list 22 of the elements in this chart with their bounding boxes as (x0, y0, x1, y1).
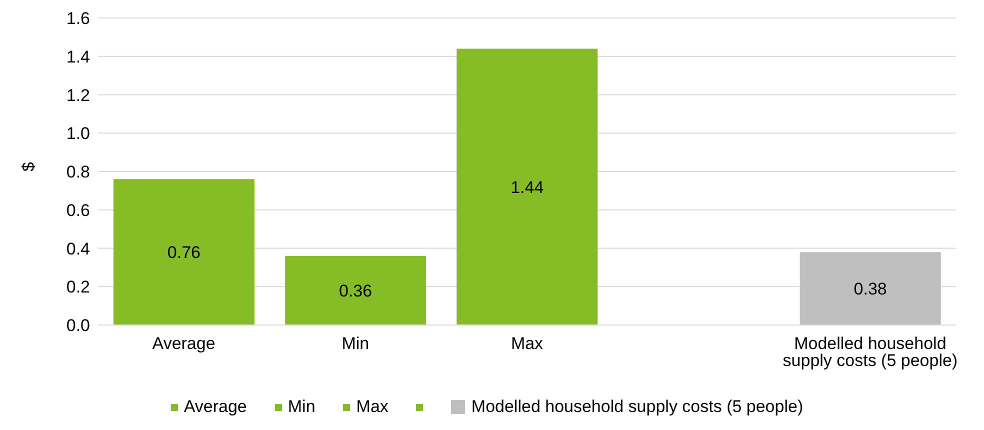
y-tick-label: 1.0 (66, 124, 90, 144)
legend-label: Modelled household supply costs (5 people) (471, 397, 804, 417)
data-label: 1.44 (510, 178, 544, 197)
y-tick-label: 1.6 (66, 9, 90, 28)
x-tick-label: Min (342, 334, 370, 354)
y-tick-label: 0.2 (66, 278, 90, 297)
data-label: 0.38 (854, 280, 887, 299)
x-tick-label: Max (510, 334, 544, 354)
x-tick-label: Modelled household supply costs (5 people) (782, 334, 958, 370)
legend-label: Min (288, 397, 316, 417)
x-tick-label: Average (152, 334, 216, 354)
y-axis-title: $ (19, 162, 38, 172)
y-tick-label: 0.0 (66, 316, 90, 336)
y-tick-label: 0.8 (66, 162, 90, 182)
y-tick-label: 0.4 (66, 239, 90, 258)
legend-label: Max (356, 397, 388, 417)
y-tick-label: 1.2 (66, 86, 90, 105)
data-label: 0.76 (167, 243, 200, 262)
data-label: 0.36 (338, 281, 372, 300)
y-tick-label: 0.6 (66, 200, 90, 220)
y-tick-label: 1.4 (66, 47, 90, 66)
legend-label: Average (184, 397, 247, 417)
